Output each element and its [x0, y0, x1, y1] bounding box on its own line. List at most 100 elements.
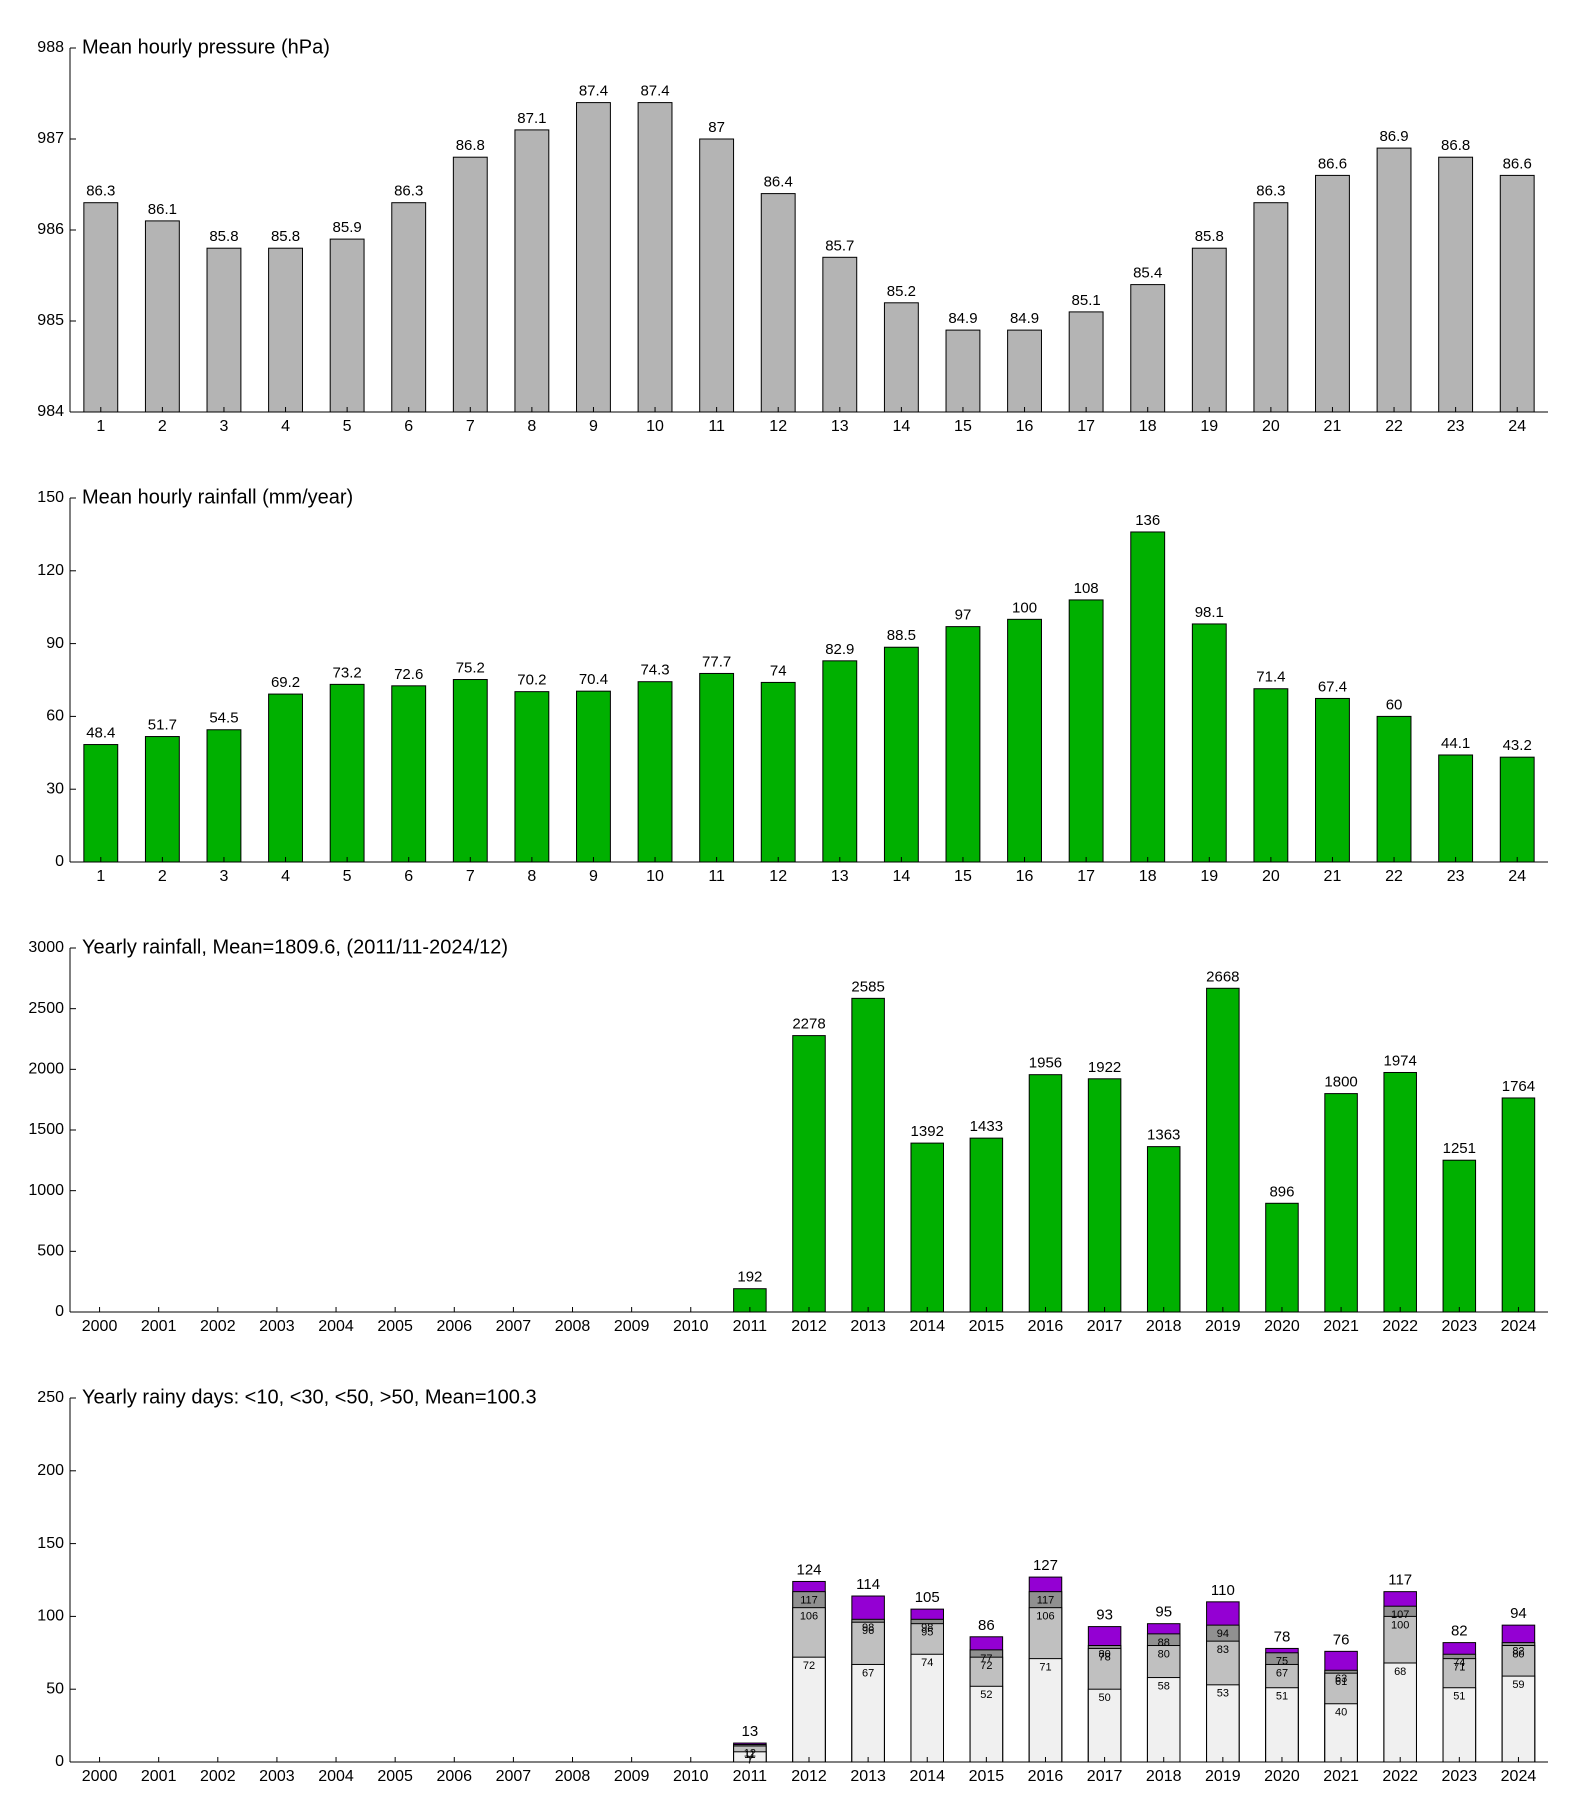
- value-label: 80: [1098, 1648, 1110, 1660]
- y-tick-label: 60: [46, 708, 64, 725]
- y-tick-label: 1000: [28, 1182, 64, 1199]
- x-tick-label: 21: [1324, 418, 1342, 435]
- x-tick-label: 2005: [377, 1318, 413, 1335]
- y-tick-label: 30: [46, 780, 64, 797]
- value-label: 97: [955, 607, 972, 624]
- x-tick-label: 22: [1385, 868, 1403, 885]
- bar: [1253, 202, 1289, 413]
- x-tick-label: 14: [892, 418, 910, 435]
- x-tick-label: 21: [1324, 868, 1342, 885]
- y-tick-label: 3000: [28, 939, 64, 956]
- x-tick-label: 9: [589, 418, 598, 435]
- value-label: 78: [1098, 1651, 1110, 1663]
- value-label: 51: [1453, 1691, 1465, 1703]
- bar: [268, 247, 303, 413]
- value-label: 98.1: [1195, 604, 1224, 621]
- value-label: 88: [1158, 1637, 1170, 1649]
- value-label: 85.8: [1195, 228, 1224, 245]
- bar: [452, 156, 488, 413]
- value-label: 52: [980, 1689, 992, 1701]
- value-label: 70.2: [517, 672, 546, 689]
- x-tick-label: 2020: [1264, 1318, 1300, 1335]
- x-tick-label: 2001: [141, 1768, 177, 1785]
- y-tick-label: 120: [37, 562, 64, 579]
- x-tick-label: 2004: [318, 1318, 354, 1335]
- bar: [1324, 1703, 1358, 1763]
- value-label: 2585: [851, 978, 884, 995]
- value-label: 63: [1335, 1673, 1347, 1685]
- bar: [1028, 1074, 1063, 1313]
- value-label: 58: [1158, 1680, 1170, 1692]
- value-label: 75: [1276, 1656, 1288, 1668]
- bar: [792, 1656, 826, 1763]
- x-tick-label: 2007: [496, 1768, 532, 1785]
- x-tick-label: 2002: [200, 1768, 236, 1785]
- bar: [1438, 156, 1474, 413]
- value-label: 59: [1512, 1679, 1524, 1691]
- value-label: 85.4: [1133, 265, 1162, 282]
- x-tick-label: 2015: [969, 1768, 1005, 1785]
- y-tick-label: 985: [37, 312, 64, 329]
- value-label: 67: [862, 1667, 874, 1679]
- value-label: 86.3: [86, 183, 115, 200]
- bar: [1265, 1202, 1299, 1313]
- x-tick-label: 18: [1139, 868, 1157, 885]
- x-tick-label: 2020: [1264, 1768, 1300, 1785]
- bar: [1376, 715, 1412, 863]
- x-tick-label: 12: [769, 418, 787, 435]
- y-tick-label: 984: [37, 403, 64, 420]
- value-label: 86.4: [764, 174, 793, 191]
- x-tick-label: 2019: [1205, 1318, 1241, 1335]
- x-tick-label: 15: [954, 418, 972, 435]
- bar: [1315, 697, 1350, 863]
- x-tick-label: 2012: [791, 1318, 827, 1335]
- bar: [1501, 1675, 1536, 1763]
- bar: [1324, 1093, 1358, 1313]
- x-tick-label: 4: [281, 418, 290, 435]
- value-label: 82.9: [825, 641, 854, 658]
- x-tick-label: 2018: [1146, 1318, 1182, 1335]
- value-label: 1392: [911, 1123, 944, 1140]
- bar: [1130, 531, 1166, 863]
- x-tick-label: 24: [1508, 418, 1526, 435]
- x-tick-label: 6: [404, 418, 413, 435]
- y-tick-label: 100: [37, 1608, 64, 1625]
- x-tick-label: 17: [1077, 868, 1095, 885]
- bar: [514, 129, 550, 413]
- value-label: 80: [1158, 1648, 1170, 1660]
- x-tick-label: 11: [708, 418, 725, 435]
- bar: [969, 1137, 1004, 1313]
- x-tick-label: 14: [892, 868, 910, 885]
- bar: [883, 646, 919, 863]
- bar: [1206, 987, 1240, 1313]
- value-label: 83: [1217, 1644, 1229, 1656]
- value-label: 86.6: [1318, 155, 1347, 172]
- y-tick-label: 0: [55, 853, 64, 870]
- x-tick-label: 9: [589, 868, 598, 885]
- x-tick-label: 2014: [909, 1318, 945, 1335]
- bar: [699, 672, 735, 863]
- bar: [576, 102, 611, 413]
- x-tick-label: 2004: [318, 1768, 354, 1785]
- value-label: 2668: [1206, 968, 1239, 985]
- x-tick-label: 2024: [1501, 1318, 1537, 1335]
- bar: [883, 302, 919, 413]
- bar: [1028, 1658, 1063, 1763]
- value-label: 98: [862, 1622, 874, 1634]
- chart-title: Yearly rainfall, Mean=1809.6, (2011/11-2…: [82, 936, 508, 958]
- value-label: 13: [742, 1723, 759, 1740]
- value-label: 94: [1510, 1605, 1527, 1622]
- bar: [329, 238, 365, 413]
- bar: [514, 691, 550, 863]
- y-tick-label: 150: [37, 1535, 64, 1552]
- x-tick-label: 4: [281, 868, 290, 885]
- value-label: 86.1: [148, 201, 177, 218]
- x-tick-label: 2021: [1323, 1768, 1359, 1785]
- value-label: 85.8: [209, 228, 238, 245]
- value-label: 88.5: [887, 627, 916, 644]
- value-label: 95: [1155, 1604, 1172, 1621]
- x-tick-label: 7: [466, 418, 475, 435]
- x-tick-label: 20: [1262, 868, 1280, 885]
- value-label: 48.4: [86, 725, 115, 742]
- x-tick-label: 7: [466, 868, 475, 885]
